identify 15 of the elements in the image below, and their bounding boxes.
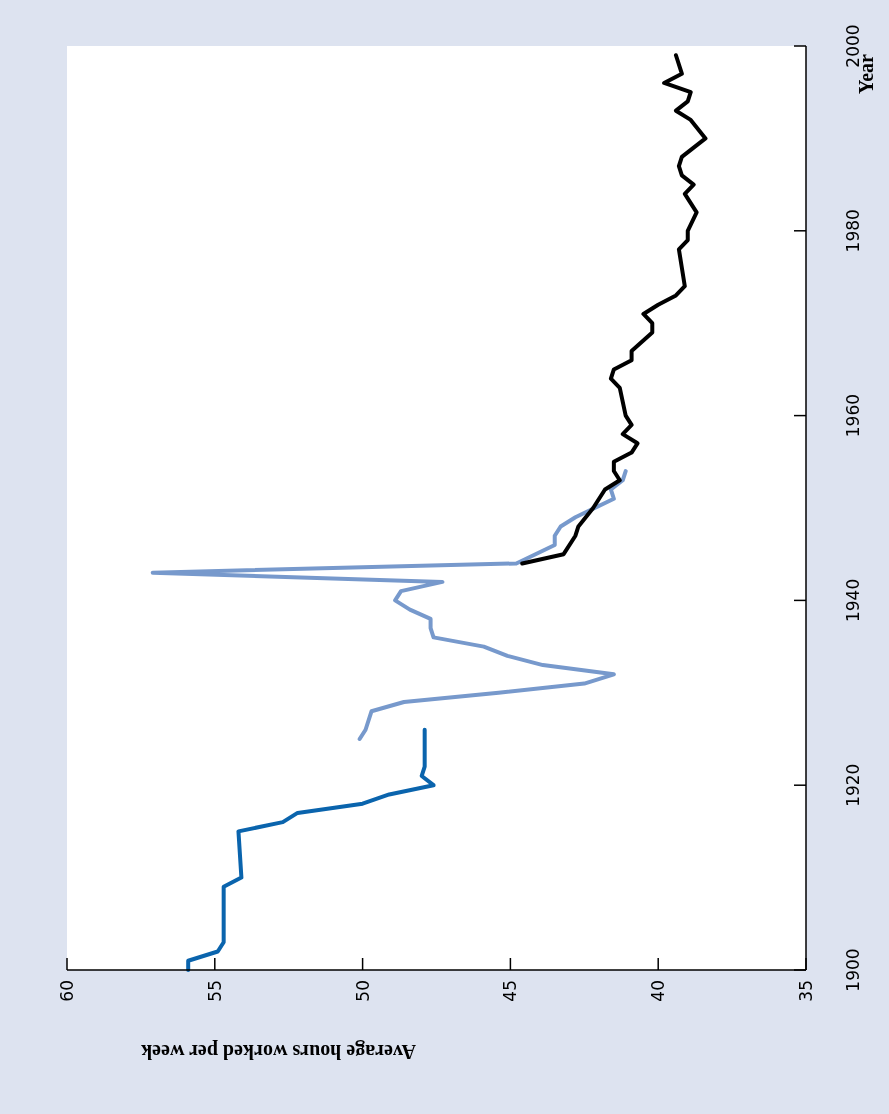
x-tick-label: 60: [57, 980, 77, 1002]
x-tick-label: 50: [352, 980, 373, 1002]
y-tick-label: 1900: [843, 948, 863, 992]
x-axis-title: Average hours worked per week: [140, 1040, 416, 1063]
y-tick-label: 1940: [843, 578, 863, 623]
x-tick-label: 45: [500, 980, 521, 1002]
line-series: [186, 727, 436, 972]
line-series: [150, 469, 628, 741]
x-tick-label: 40: [648, 980, 669, 1002]
y-tick-label: 1980: [843, 209, 863, 253]
x-tick-label: 55: [204, 980, 225, 1002]
line-series: [520, 53, 708, 566]
y-tick-label: 1960: [843, 393, 863, 438]
x-tick-label: 35: [796, 980, 816, 1002]
y-tick-label: 1920: [843, 763, 863, 807]
